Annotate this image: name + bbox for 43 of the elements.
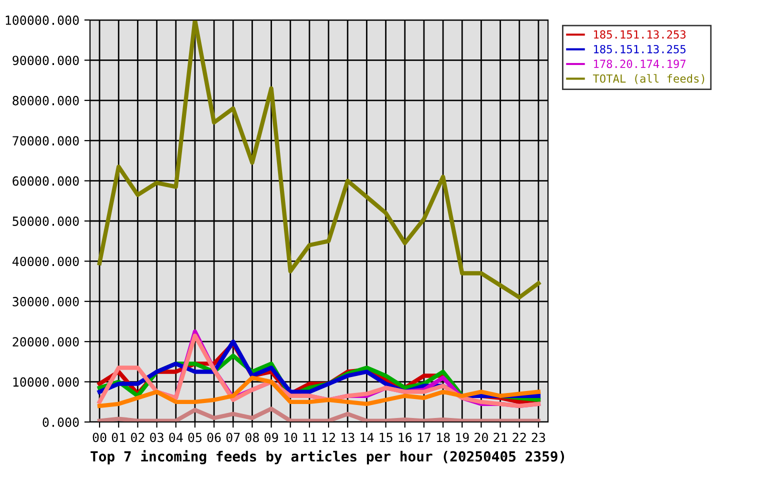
y-tick-label: 20000.000	[12, 337, 79, 347]
legend-label: 185.151.13.253	[594, 30, 686, 39]
legend-label: 178.20.174.197	[594, 60, 686, 68]
x-tick-label: 19	[456, 432, 469, 442]
x-tick-label: 09	[264, 432, 278, 442]
y-tick-label: 100000.000	[6, 16, 79, 25]
line-series	[97, 20, 541, 300]
legend-label: TOTAL (all feeds)	[592, 74, 704, 84]
legend-label: 185.151.13.255	[594, 44, 686, 54]
x-tick-label: 21	[494, 432, 507, 442]
y-tick-label: 30000.000	[12, 296, 79, 306]
y-tick-label: 50000.000	[12, 216, 79, 226]
x-tick-label: 23	[532, 432, 546, 442]
x-tick-label: 08	[245, 432, 259, 442]
y-tick-label: 0.000	[42, 418, 79, 427]
x-tick-label: 18	[437, 432, 450, 442]
x-tick-label: 10	[284, 432, 298, 442]
y-tick-label: 10000.000	[13, 377, 79, 387]
y-tick-label: 80000.000	[12, 96, 79, 106]
x-tick-label: 14	[360, 432, 374, 442]
y-tick-label: 40000.000	[12, 256, 79, 266]
x-tick-label: 03	[150, 432, 164, 442]
x-tick-label: 06	[207, 432, 221, 442]
x-tick-label: 20	[474, 432, 488, 442]
x-tick-label: 15	[380, 432, 392, 442]
x-tick-label: 07	[226, 432, 240, 442]
x-tick-label: 01	[112, 432, 126, 442]
line-series	[97, 406, 541, 422]
x-axis-title: Top 7 incoming feeds by articles per hour (20250405 2359)	[90, 450, 564, 464]
x-tick-label: 02	[130, 432, 144, 442]
x-tick-label: 12	[322, 432, 336, 442]
x-tick-label: 04	[169, 432, 183, 442]
x-tick-label: 16	[398, 432, 412, 442]
y-tick-label: 60000.000	[12, 176, 79, 186]
x-tick-label: 00	[92, 432, 106, 442]
y-tick-label: 90000.000	[12, 56, 79, 66]
x-tick-label: 11	[303, 432, 316, 442]
x-tick-label: 13	[342, 432, 354, 442]
y-tick-label: 70000.000	[12, 136, 79, 146]
line-series	[97, 376, 541, 408]
x-tick-label: 22	[512, 432, 526, 442]
x-tick-label: 17	[418, 432, 431, 442]
x-tick-label: 05	[188, 432, 202, 442]
